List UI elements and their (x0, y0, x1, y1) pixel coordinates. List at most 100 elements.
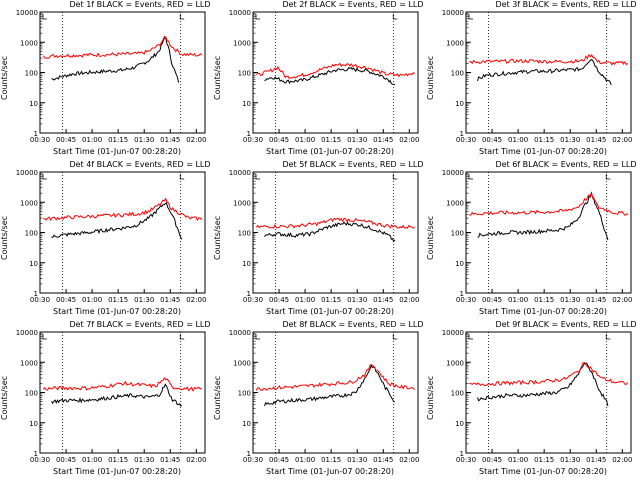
x-tick-label: 00:30 (243, 456, 263, 464)
panel-title: Det 4f BLACK = Events, RED = LLD (69, 160, 211, 169)
x-tick-label: 01:15 (534, 136, 554, 144)
y-tick-label: 10000 (229, 329, 251, 337)
detector-panel-6: 1 10 100 1000 10000 00:30 00:45 01:00 01:15 01:30… (426, 160, 639, 320)
detector-panel-2: 1 10 100 1000 10000 00:30 00:45 01:00 01:15 01:30… (213, 0, 426, 160)
interval-marker-start (42, 14, 47, 20)
y-tick-label: 10000 (442, 329, 464, 337)
x-tick-label: 00:30 (456, 456, 476, 464)
y-tick-label: 1000 (20, 39, 38, 47)
x-tick-label: 00:45 (482, 136, 502, 144)
x-tick-label: 00:45 (269, 456, 289, 464)
y-tick-label: 10 (242, 260, 251, 268)
y-tick-label: 1000 (20, 359, 38, 367)
series-lld-line (43, 197, 203, 222)
x-tick-label: 01:30 (347, 136, 367, 144)
y-axis-label: Counts/sec (0, 55, 9, 100)
series-lld-line (42, 36, 203, 59)
panel-plot-svg: 1 10 100 1000 10000 00:30 00:45 01:00 01:15 01:30… (16, 9, 207, 144)
x-tick-label: 01:00 (82, 136, 102, 144)
x-tick-label: 01:00 (295, 296, 315, 304)
x-tick-label: 00:30 (30, 456, 50, 464)
panel-plot-svg: 1 10 100 1000 10000 00:30 00:45 01:00 01:15 01:30… (229, 9, 420, 144)
panel-title: Det 8f BLACK = Events, RED = LLD (282, 320, 424, 329)
y-tick-label: 1 (460, 290, 464, 298)
y-tick-label: 1 (460, 130, 464, 138)
detector-panel-3: 1 10 100 1000 10000 00:30 00:45 01:00 01:15 01:30… (426, 0, 639, 160)
y-tick-label: 1000 (233, 39, 251, 47)
x-tick-label: 00:30 (243, 136, 263, 144)
series-lld-line (255, 62, 415, 80)
x-tick-label: 01:15 (534, 296, 554, 304)
x-tick-label: 01:45 (586, 136, 606, 144)
x-tick-label: 00:30 (30, 136, 50, 144)
y-tick-label: 100 (25, 70, 38, 78)
x-tick-label: 00:30 (456, 136, 476, 144)
x-axis-label: Start Time (01-Jun-07 00:28:20) (479, 467, 607, 476)
x-tick-label: 01:30 (560, 456, 580, 464)
x-tick-label: 02:00 (399, 136, 419, 144)
interval-marker-end (605, 14, 611, 20)
x-tick-label: 01:30 (560, 296, 580, 304)
x-tick-label: 00:45 (56, 296, 76, 304)
y-tick-label: 10000 (16, 329, 38, 337)
x-tick-label: 01:15 (321, 456, 341, 464)
y-tick-label: 10 (29, 100, 38, 108)
panel-title: Det 7f BLACK = Events, RED = LLD (69, 320, 211, 329)
x-tick-label: 01:45 (373, 136, 393, 144)
series-events-line (264, 221, 396, 243)
y-axis-label: Counts/sec (213, 375, 222, 420)
y-tick-label: 10 (455, 420, 464, 428)
x-tick-label: 00:45 (269, 136, 289, 144)
y-axis-label: Counts/sec (213, 55, 222, 100)
plot-frame (252, 331, 419, 454)
plot-frame (465, 11, 632, 134)
series-lld-line (255, 364, 416, 391)
y-tick-label: 10000 (16, 9, 38, 17)
panel-plot-svg: 1 10 100 1000 10000 00:30 00:45 01:00 01:15 01:30… (16, 169, 207, 304)
x-tick-label: 00:45 (482, 296, 502, 304)
detector-panel-4: 1 10 100 1000 10000 00:30 00:45 01:00 01:15 01:30… (0, 160, 213, 320)
y-axis-label: Counts/sec (0, 215, 9, 260)
y-tick-label: 1000 (233, 199, 251, 207)
x-tick-label: 02:00 (399, 296, 419, 304)
interval-marker-end (392, 174, 398, 180)
y-tick-label: 10 (29, 420, 38, 428)
x-tick-label: 01:00 (295, 136, 315, 144)
x-tick-label: 01:45 (160, 296, 180, 304)
y-tick-label: 10000 (229, 9, 251, 17)
interval-marker-end (392, 14, 398, 20)
x-tick-label: 00:30 (30, 296, 50, 304)
panel-plot-svg: 1 10 100 1000 10000 00:30 00:45 01:00 01:15 01:30… (229, 169, 420, 304)
panel-title: Det 1f BLACK = Events, RED = LLD (69, 0, 211, 9)
interval-marker-end (392, 334, 398, 340)
y-tick-label: 100 (451, 390, 464, 398)
interval-marker-start (468, 14, 473, 20)
y-axis-label: Counts/sec (213, 215, 222, 260)
interval-marker-start (42, 334, 47, 340)
x-tick-label: 02:00 (186, 296, 206, 304)
series-lld-line (469, 362, 629, 387)
x-tick-label: 00:30 (456, 296, 476, 304)
x-tick-label: 00:45 (269, 296, 289, 304)
x-tick-label: 02:00 (399, 456, 419, 464)
plot-frame (39, 171, 206, 294)
x-tick-label: 02:00 (612, 296, 632, 304)
interval-marker-start (42, 174, 47, 180)
panel-title: Det 2f BLACK = Events, RED = LLD (282, 0, 424, 9)
y-tick-label: 1 (34, 450, 38, 458)
panel-plot-svg: 1 10 100 1000 10000 00:30 00:45 01:00 01:15 01:30… (16, 329, 207, 464)
interval-marker-start (468, 334, 473, 340)
x-axis-label: Start Time (01-Jun-07 00:28:20) (479, 307, 607, 316)
panel-plot-svg: 1 10 100 1000 10000 00:30 00:45 01:00 01:15 01:30… (442, 329, 633, 464)
panel-title: Det 3f BLACK = Events, RED = LLD (495, 0, 637, 9)
interval-marker-end (605, 174, 611, 180)
interval-marker-start (255, 174, 260, 180)
interval-marker-start (468, 174, 473, 180)
x-axis-label: Start Time (01-Jun-07 00:28:20) (53, 467, 181, 476)
interval-marker-end (605, 334, 611, 340)
x-tick-label: 01:00 (295, 456, 315, 464)
y-tick-label: 10000 (442, 169, 464, 177)
series-events-line (477, 58, 612, 86)
x-tick-label: 01:45 (586, 456, 606, 464)
